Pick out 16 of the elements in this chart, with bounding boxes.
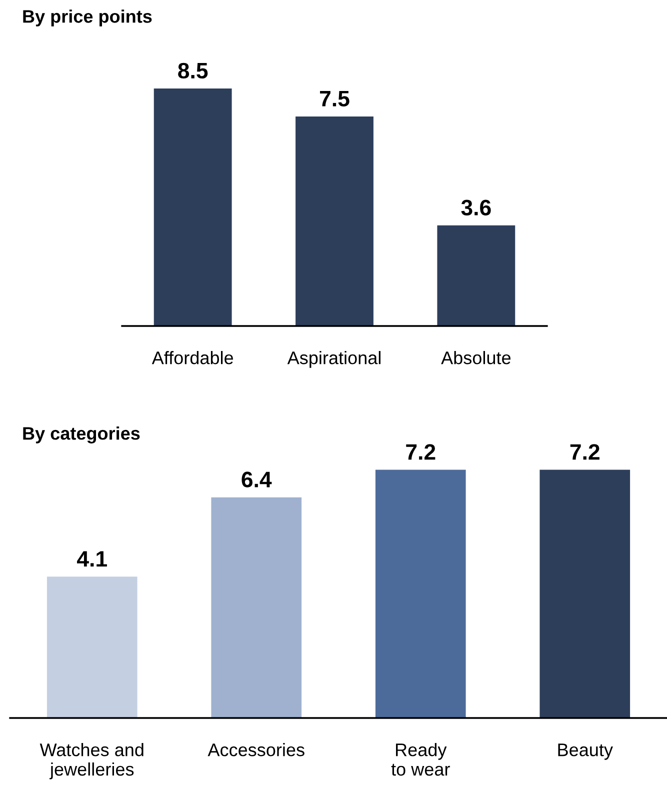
x-tick-label: Absolute	[441, 351, 510, 364]
x-tick-label: Aspirational	[287, 351, 380, 368]
x-tick-label: Ready to wear	[391, 743, 450, 776]
data-label: 8.5	[178, 62, 208, 79]
data-label: 7.5	[320, 90, 350, 106]
x-tick-label: Beauty	[558, 744, 613, 760]
data-label: 3.6	[461, 200, 491, 216]
data-label: 7.2	[406, 444, 436, 460]
x-tick-label: Accessories	[208, 743, 304, 756]
data-label: 4.1	[77, 551, 107, 566]
data-label: 7.2	[570, 444, 600, 460]
chart-title: By categories	[23, 426, 140, 444]
x-tick-label: Watches and jewelleries	[40, 743, 144, 780]
x-tick-label: Affordable	[152, 351, 234, 364]
chart-title: By price points	[23, 10, 152, 26]
data-label: 6.4	[242, 472, 272, 488]
